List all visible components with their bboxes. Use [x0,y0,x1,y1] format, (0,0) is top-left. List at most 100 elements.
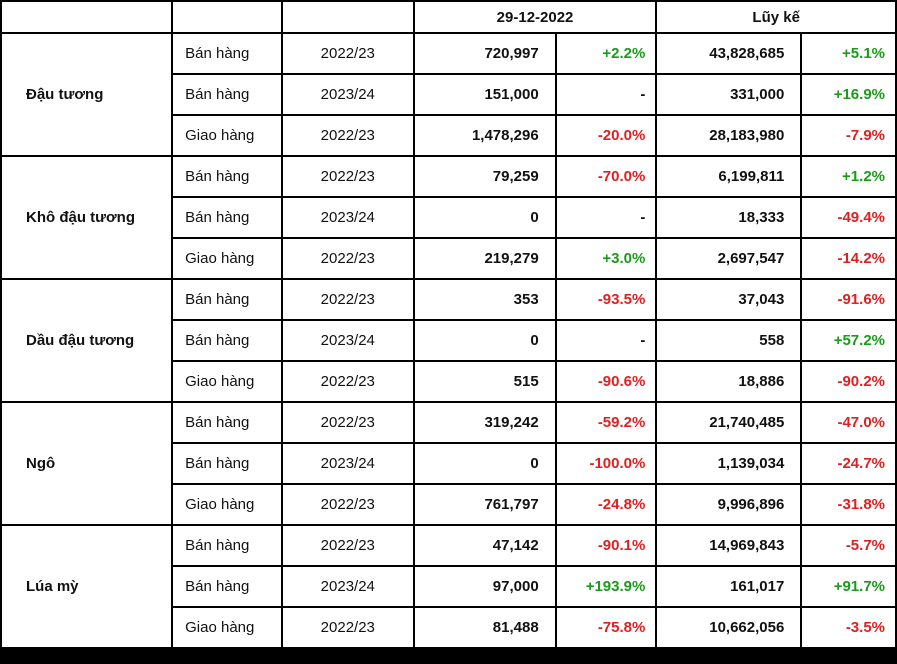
cumulative-change-cell: -49.4% [802,198,895,237]
table-row: Giao hàng 2022/23 761,797 -24.8% 9,996,896 -3… [2,485,895,524]
commodity-name: Đậu tương [2,34,172,155]
cumulative-change-cell: -24.7% [802,444,895,483]
day-change-cell: -90.6% [556,362,656,401]
day-value-cell: 79,259 [414,157,555,196]
day-change-cell: -24.8% [556,485,656,524]
season-cell: 2022/23 [282,403,413,442]
cumulative-change-cell: -3.5% [802,608,895,647]
table-row: Giao hàng 2022/23 515 -90.6% 18,886 -90.2% [2,362,895,401]
table-row: Bán hàng 2023/24 0-558 +57.2% [2,321,895,360]
day-change-cell: +2.2% [556,34,656,73]
table-row: Bán hàng 2023/24 151,000-331,000 +16.9% [2,75,895,114]
cumulative-value-cell: 10,662,056 [657,608,801,647]
cumulative-value-cell: 14,969,843 [657,526,801,565]
table-row: Đậu tương Bán hàng 2022/23 720,997 +2.2% 43,8… [2,34,895,155]
action-cell: Giao hàng [173,239,281,278]
season-cell: 2022/23 [282,34,413,73]
table-row: Lúa mỳ Bán hàng 2022/23 47,142 -90.1% 14,969,… [2,526,895,647]
day-change-cell: +193.9% [556,567,656,606]
day-change-cell: -75.8% [556,608,656,647]
cumulative-value-cell: 21,740,485 [657,403,801,442]
day-value-cell: 1,478,296 [414,116,555,155]
cumulative-change-cell: -5.7% [802,526,895,565]
cumulative-change-cell: +57.2% [802,321,895,360]
table-row: Giao hàng 2022/23 81,488 -75.8% 10,662,056 -3… [2,608,895,647]
day-value-cell: 319,242 [414,403,555,442]
cumulative-value-cell: 161,017 [657,567,801,606]
cumulative-change-cell: -90.2% [802,362,895,401]
season-cell: 2023/24 [282,75,413,114]
cumulative-change-cell: -91.6% [802,280,895,319]
cumulative-value-cell: 43,828,685 [657,34,801,73]
day-value-cell: 81,488 [414,608,555,647]
action-cell: Bán hàng [173,567,281,606]
table-row: Giao hàng 2022/23 219,279 +3.0% 2,697,547 -14… [2,239,895,278]
header-empty-cell [282,2,413,32]
day-change-cell: -20.0% [556,116,656,155]
season-cell: 2023/24 [282,321,413,360]
day-change-cell: +3.0% [556,239,656,278]
action-cell: Bán hàng [173,444,281,483]
season-cell: 2022/23 [282,362,413,401]
cumulative-change-cell: +5.1% [802,34,895,73]
day-change-cell: -70.0% [556,157,656,196]
table-row: Bán hàng 2023/24 0 -100.0% 1,139,034 -24.7% [2,444,895,483]
day-value-cell: 0 [414,198,555,237]
header-empty-cell [173,2,281,32]
cumulative-value-cell: 2,697,547 [657,239,801,278]
day-change-cell: -93.5% [556,280,656,319]
cumulative-value-cell: 558 [657,321,801,360]
season-cell: 2023/24 [282,198,413,237]
header-row: 29-12-2022 Lũy kế [2,2,895,32]
day-change-cell: - [556,75,656,114]
commodity-name: Lúa mỳ [2,526,172,647]
day-value-cell: 515 [414,362,555,401]
day-change-cell: -100.0% [556,444,656,483]
table-row: Khô đậu tương Bán hàng 2022/23 79,259 -70.0%… [2,157,895,278]
cumulative-change-cell: +16.9% [802,75,895,114]
action-cell: Giao hàng [173,362,281,401]
day-value-cell: 0 [414,444,555,483]
cumulative-value-cell: 28,183,980 [657,116,801,155]
season-cell: 2022/23 [282,239,413,278]
cumulative-change-cell: -47.0% [802,403,895,442]
season-cell: 2022/23 [282,116,413,155]
action-cell: Bán hàng [173,34,281,73]
day-change-cell: -90.1% [556,526,656,565]
day-value-cell: 353 [414,280,555,319]
header-cumulative: Lũy kế [657,2,895,32]
table-row: Giao hàng 2022/23 1,478,296 -20.0% 28,183,98… [2,116,895,155]
day-change-cell: - [556,198,656,237]
action-cell: Giao hàng [173,116,281,155]
cumulative-change-cell: +1.2% [802,157,895,196]
action-cell: Giao hàng [173,485,281,524]
season-cell: 2023/24 [282,444,413,483]
cumulative-value-cell: 18,886 [657,362,801,401]
action-cell: Bán hàng [173,198,281,237]
cumulative-value-cell: 6,199,811 [657,157,801,196]
action-cell: Bán hàng [173,321,281,360]
action-cell: Bán hàng [173,526,281,565]
day-change-cell: -59.2% [556,403,656,442]
season-cell: 2022/23 [282,485,413,524]
cumulative-value-cell: 331,000 [657,75,801,114]
day-value-cell: 0 [414,321,555,360]
header-empty-cell [2,2,172,32]
season-cell: 2022/23 [282,526,413,565]
day-value-cell: 761,797 [414,485,555,524]
table-row: Bán hàng 2023/24 0-18,333 -49.4% [2,198,895,237]
table-row: Ngô Bán hàng 2022/23 319,242 -59.2% 21,740,48… [2,403,895,524]
cumulative-change-cell: -7.9% [802,116,895,155]
action-cell: Bán hàng [173,403,281,442]
season-cell: 2022/23 [282,608,413,647]
table-row: Bán hàng 2023/24 97,000 +193.9% 161,017 +91.7… [2,567,895,606]
day-change-cell: - [556,321,656,360]
action-cell: Bán hàng [173,157,281,196]
day-value-cell: 720,997 [414,34,555,73]
commodity-name: Dầu đậu tương [2,280,172,401]
cumulative-value-cell: 37,043 [657,280,801,319]
day-value-cell: 47,142 [414,526,555,565]
action-cell: Giao hàng [173,608,281,647]
cumulative-value-cell: 18,333 [657,198,801,237]
cumulative-value-cell: 9,996,896 [657,485,801,524]
